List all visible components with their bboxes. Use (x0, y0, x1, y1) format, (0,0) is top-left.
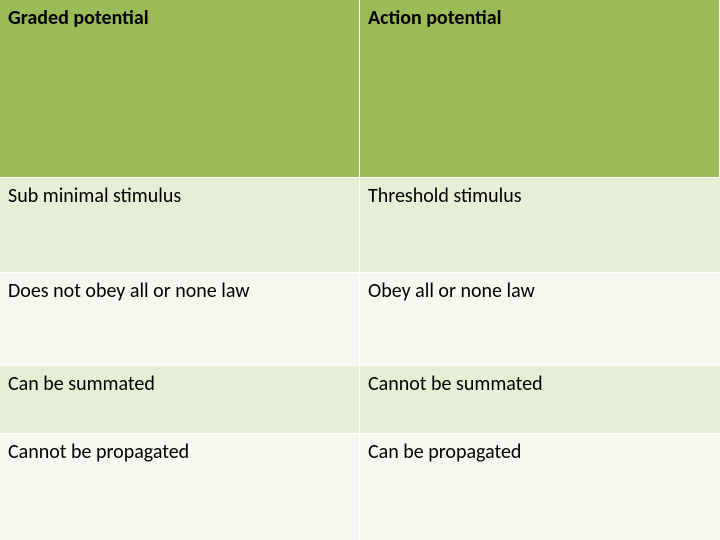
header-label: Graded potential (8, 6, 149, 30)
cell-text: Threshold stimulus (368, 184, 522, 208)
table-row: Does not obey all or none law Obey all o… (0, 272, 720, 365)
cell-text: Cannot be propagated (8, 440, 189, 464)
table-cell: Can be summated (0, 366, 360, 433)
table-row: Cannot be propagated Can be propagated (0, 433, 720, 540)
header-cell-right: Action potential (360, 0, 720, 177)
table-cell: Threshold stimulus (360, 178, 720, 272)
table-cell: Can be propagated (360, 434, 720, 540)
table-cell: Does not obey all or none law (0, 273, 360, 365)
table-cell: Obey all or none law (360, 273, 720, 365)
table-row: Sub minimal stimulus Threshold stimulus (0, 177, 720, 272)
comparison-table: Graded potential Action potential Sub mi… (0, 0, 720, 540)
table-cell: Sub minimal stimulus (0, 178, 360, 272)
cell-text: Sub minimal stimulus (8, 184, 181, 208)
cell-text: Can be summated (8, 372, 155, 396)
table-cell: Cannot be summated (360, 366, 720, 433)
header-cell-left: Graded potential (0, 0, 360, 177)
table-cell: Cannot be propagated (0, 434, 360, 540)
cell-text: Can be propagated (368, 440, 521, 464)
cell-text: Cannot be summated (368, 372, 543, 396)
table-row: Can be summated Cannot be summated (0, 365, 720, 433)
cell-text: Obey all or none law (368, 279, 535, 303)
cell-text: Does not obey all or none law (8, 279, 250, 303)
table-header-row: Graded potential Action potential (0, 0, 720, 177)
header-label: Action potential (368, 6, 502, 30)
